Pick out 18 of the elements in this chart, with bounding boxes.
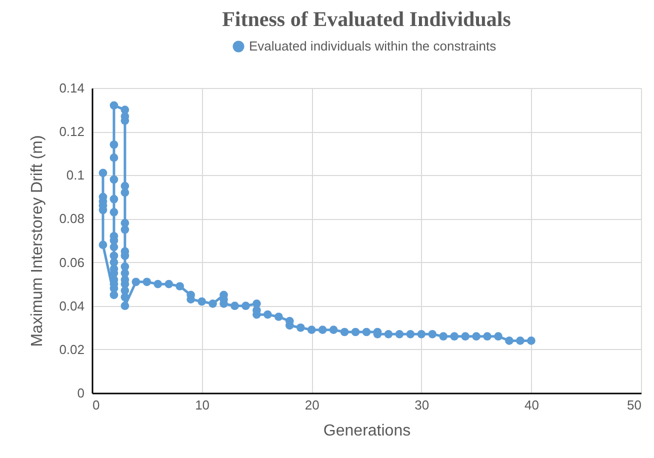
y-tick-label: 0.1 <box>66 168 84 183</box>
x-tick-label: 20 <box>304 398 320 412</box>
y-tick-label: 0.08 <box>59 211 84 226</box>
y-tick-label: 0.02 <box>59 342 84 357</box>
x-tick-label: 30 <box>414 398 430 412</box>
y-tick-label: 0.06 <box>59 254 84 270</box>
x-tick-label: 10 <box>195 398 210 412</box>
legend-label: Evaluated individuals within the constraints <box>249 38 497 54</box>
x-tick-label: 0 <box>92 398 100 412</box>
y-tick-label: 0.04 <box>59 298 84 314</box>
x-tick-label: 40 <box>524 398 539 412</box>
chart-title: Fitness of Evaluated Individuals <box>222 7 511 31</box>
y-axis-title: Maximum Interstorey Drift (m) <box>29 135 46 347</box>
y-tick-label: 0 <box>77 386 84 400</box>
y-tick-label: 0.14 <box>59 80 84 96</box>
x-tick-label: 50 <box>627 398 642 412</box>
y-tick-label: 0.12 <box>59 124 84 140</box>
x-axis-title: Generations <box>323 422 411 440</box>
